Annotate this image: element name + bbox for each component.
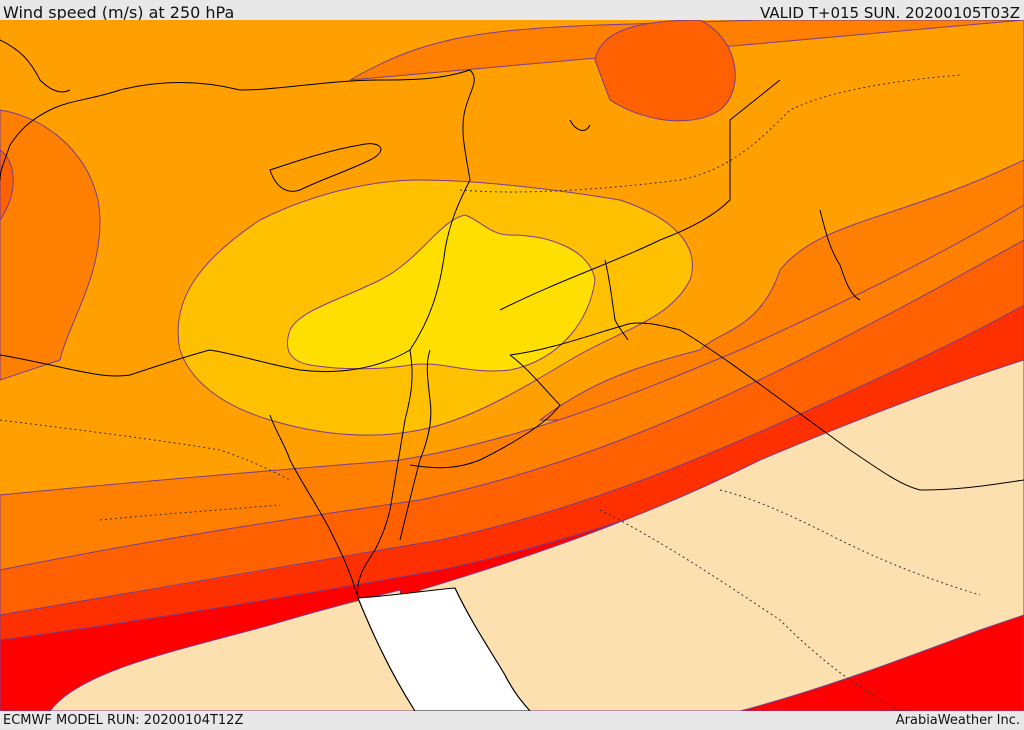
- footer-bar: ECMWF MODEL RUN: 20200104T12Z ArabiaWeat…: [0, 711, 1024, 729]
- red-patch-southeast: [739, 614, 1024, 711]
- borders: [0, 74, 981, 711]
- band-orange-red-west: [0, 149, 14, 221]
- country-borders: [409, 79, 1024, 491]
- model-run-label: ECMWF MODEL RUN: 20200104T12Z: [3, 713, 244, 728]
- credit-label: ArabiaWeather Inc.: [895, 713, 1020, 728]
- band-dark-orange-west: [0, 109, 101, 381]
- header-bar: Wind speed (m/s) at 250 hPa VALID T+015 …: [0, 0, 1024, 22]
- valid-time: VALID T+015 SUN. 20200105T03Z: [760, 4, 1020, 22]
- coastlines: [0, 39, 861, 711]
- band-orange-red-patch: [594, 20, 736, 122]
- wind-speed-map: [0, 20, 1024, 711]
- map-title: Wind speed (m/s) at 250 hPa: [3, 3, 235, 22]
